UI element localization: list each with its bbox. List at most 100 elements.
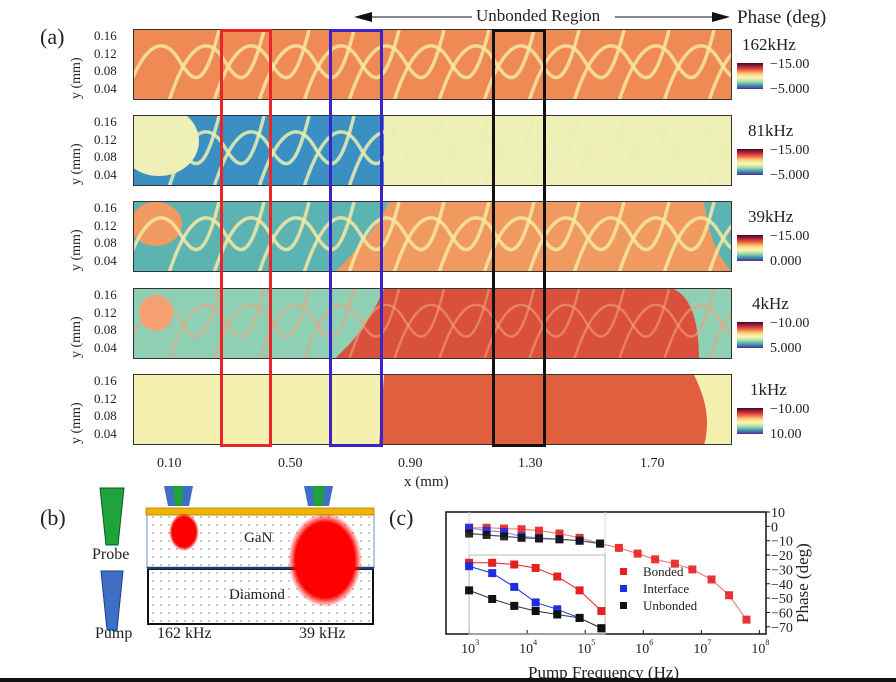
colorbar-min: −5.000 bbox=[770, 82, 810, 97]
x-tick: 1.70 bbox=[640, 456, 665, 471]
x-tick-label: 10 bbox=[693, 642, 707, 657]
panel-b-label: (b) bbox=[40, 505, 66, 530]
x-tick: 0.90 bbox=[398, 456, 423, 471]
x-tick-exponent: 4 bbox=[533, 638, 537, 647]
y-tick-label: −40 bbox=[771, 578, 793, 593]
y-tick: 0.12 bbox=[94, 390, 117, 406]
y-axis-label: y (mm) bbox=[69, 143, 84, 185]
x-tick-label: 10 bbox=[751, 642, 765, 657]
inset-point-interface bbox=[510, 582, 519, 591]
phase-map-162khz bbox=[133, 29, 732, 100]
data-point-bonded bbox=[651, 555, 660, 564]
x-tick-label: 10 bbox=[461, 642, 475, 657]
inset-point-bonded bbox=[510, 560, 519, 569]
x-tick-exponent: 8 bbox=[765, 638, 769, 647]
arrow-right-icon bbox=[712, 12, 730, 22]
y-tick: 0.08 bbox=[94, 408, 117, 423]
legend-marker bbox=[620, 602, 627, 609]
frequency-label: 4kHz bbox=[752, 294, 789, 313]
x-axis-label: x (mm) bbox=[404, 474, 449, 490]
pump-label: Pump bbox=[95, 625, 133, 642]
frequency-label: 162kHz bbox=[742, 35, 796, 54]
inset-point-interface bbox=[553, 605, 562, 614]
freq-label-right: 39 kHz bbox=[299, 625, 346, 642]
y-tick: 0.04 bbox=[94, 166, 117, 182]
y-tick: 0.04 bbox=[94, 339, 117, 355]
x-tick-exponent: 3 bbox=[475, 638, 479, 647]
y-tick-label: −70 bbox=[771, 621, 793, 636]
y-tick-label: −20 bbox=[771, 549, 793, 564]
colorbar-max: −15.00 bbox=[770, 57, 810, 72]
x-tick: 1.30 bbox=[518, 456, 543, 471]
data-point-unbonded bbox=[500, 532, 509, 541]
data-point-bonded bbox=[614, 543, 623, 552]
inset-point-unbonded bbox=[510, 601, 519, 610]
colorbar-max: −15.00 bbox=[770, 229, 810, 244]
y-tick: 0.16 bbox=[94, 200, 117, 215]
y-tick: 0.12 bbox=[94, 217, 117, 233]
unbonded-region-arrow bbox=[354, 12, 730, 22]
data-point-bonded bbox=[517, 525, 526, 534]
probe-label: Probe bbox=[92, 546, 130, 563]
data-point-unbonded bbox=[482, 530, 491, 539]
inset-point-bonded bbox=[597, 607, 606, 616]
heat-zone-39khz bbox=[288, 513, 362, 607]
phase-map-81khz bbox=[133, 115, 732, 186]
colorbar-max: −15.00 bbox=[770, 143, 810, 158]
y-axis-label: Phase (deg) bbox=[793, 543, 812, 623]
inset-point-bonded bbox=[553, 572, 562, 581]
y-axis-label: y (mm) bbox=[69, 402, 84, 444]
y-tick-label: −10 bbox=[771, 535, 793, 550]
legend-label: Unbonded bbox=[643, 598, 698, 613]
phase-frequency-chart: 10 3 10 4 10 5 10 6 10 7 10 8100−10−20−30−40−50−60−… bbox=[445, 506, 812, 678]
y-tick-label: −50 bbox=[771, 592, 793, 607]
inset-point-unbonded bbox=[575, 613, 584, 622]
x-tick: 0.10 bbox=[157, 456, 182, 471]
inset-point-bonded bbox=[531, 563, 540, 572]
panel-c-label: (c) bbox=[389, 505, 414, 530]
y-tick: 0.16 bbox=[94, 373, 117, 388]
legend-label: Interface bbox=[643, 581, 689, 596]
frequency-label: 81kHz bbox=[748, 121, 794, 140]
probe-beam-icon bbox=[99, 487, 125, 546]
y-tick: 0.16 bbox=[94, 28, 117, 43]
y-tick: 0.08 bbox=[94, 235, 117, 250]
x-tick-label: 10 bbox=[519, 642, 533, 657]
plot-frame bbox=[445, 511, 767, 635]
data-point-unbonded bbox=[555, 535, 564, 544]
transducer-layer bbox=[145, 507, 375, 516]
y-tick-label: 10 bbox=[771, 506, 785, 521]
data-point-bonded bbox=[535, 526, 544, 535]
colorbar-min: 10.00 bbox=[770, 427, 802, 442]
x-tick-exponent: 5 bbox=[591, 638, 595, 647]
legend-label: Bonded bbox=[643, 564, 684, 579]
data-point-unbonded bbox=[465, 529, 474, 538]
inset-point-unbonded bbox=[597, 624, 606, 633]
y-tick: 0.12 bbox=[94, 304, 117, 320]
pump-beam-icon bbox=[100, 570, 124, 631]
data-point-unbonded bbox=[517, 533, 526, 542]
gan-label: GaN bbox=[244, 530, 273, 546]
y-tick: 0.08 bbox=[94, 149, 117, 164]
data-point-unbonded bbox=[575, 536, 584, 545]
x-tick: 0.50 bbox=[278, 456, 303, 471]
colorbar-max: −10.00 bbox=[770, 316, 810, 331]
diamond-label: Diamond bbox=[229, 587, 285, 603]
inset-point-interface bbox=[488, 569, 497, 578]
colorbar bbox=[737, 149, 763, 175]
blue-highlight-box bbox=[329, 29, 383, 447]
legend-marker bbox=[620, 585, 627, 592]
y-tick: 0.04 bbox=[94, 80, 117, 96]
inset-point-unbonded bbox=[553, 610, 562, 619]
inset-point-bonded bbox=[488, 558, 497, 567]
x-tick-exponent: 7 bbox=[707, 638, 711, 647]
colorbar bbox=[737, 235, 763, 261]
x-tick-label: 10 bbox=[635, 642, 649, 657]
y-tick: 0.04 bbox=[94, 252, 117, 268]
colorbar bbox=[737, 408, 763, 434]
legend-marker bbox=[620, 568, 627, 575]
series-line-bonded bbox=[469, 527, 747, 620]
black-highlight-box bbox=[492, 29, 546, 447]
x-tick-exponent: 6 bbox=[649, 638, 653, 647]
panel-a-label: (a) bbox=[40, 24, 65, 49]
